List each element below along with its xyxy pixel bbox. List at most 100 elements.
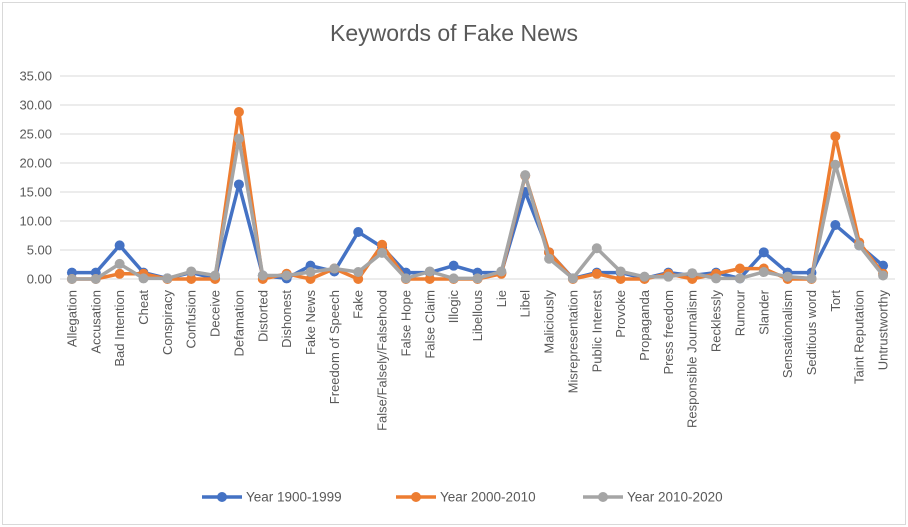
y-axis-ticks: 0.00 5.00 10.00 15.00 20.00 25.00 30.00 35.00 bbox=[19, 69, 52, 287]
data-point bbox=[687, 268, 698, 279]
data-point bbox=[520, 170, 531, 181]
data-point bbox=[114, 240, 125, 251]
x-tick-label: Libel bbox=[518, 290, 533, 318]
data-point bbox=[782, 271, 793, 282]
data-point bbox=[544, 253, 555, 264]
legend: Year 1900-1999 Year 2000-2010 Year 2010-20… bbox=[202, 490, 723, 505]
data-point bbox=[377, 239, 388, 250]
data-point bbox=[281, 270, 292, 281]
legend-label: Year 2000-2010 bbox=[440, 490, 536, 505]
data-point bbox=[329, 263, 340, 274]
x-tick-label: Tort bbox=[828, 290, 843, 312]
series-group bbox=[66, 106, 889, 284]
x-tick-label: Deceive bbox=[208, 290, 223, 337]
data-point bbox=[233, 106, 244, 117]
x-tick-label: Defamation bbox=[231, 290, 246, 356]
data-point bbox=[66, 274, 77, 284]
x-tick-label: Fake News bbox=[303, 290, 318, 356]
legend-marker bbox=[217, 492, 227, 502]
data-point bbox=[734, 273, 745, 284]
data-point bbox=[830, 131, 841, 142]
x-tick-label: Accusation bbox=[88, 290, 103, 354]
data-point bbox=[711, 273, 722, 284]
data-point bbox=[448, 273, 459, 284]
legend-marker bbox=[411, 492, 421, 502]
data-point bbox=[830, 220, 841, 231]
x-tick-label: Distorted bbox=[255, 290, 270, 342]
data-point bbox=[734, 263, 745, 274]
y-tick-label: 0.00 bbox=[27, 272, 52, 287]
legend-marker bbox=[598, 492, 608, 502]
x-tick-label: Seditious word bbox=[804, 290, 819, 375]
x-tick-label: Press freedom bbox=[661, 290, 676, 375]
data-point bbox=[591, 243, 602, 254]
data-point bbox=[615, 266, 626, 277]
x-tick-label: Public Interest bbox=[589, 290, 604, 373]
x-tick-label: Recklessly bbox=[709, 290, 724, 353]
data-point bbox=[806, 273, 817, 284]
data-point bbox=[114, 268, 125, 279]
legend-item: Year 2000-2010 bbox=[396, 490, 536, 505]
y-tick-label: 15.00 bbox=[19, 185, 52, 200]
data-point bbox=[377, 247, 388, 258]
data-point bbox=[448, 260, 459, 271]
data-point bbox=[186, 266, 197, 277]
data-point bbox=[210, 270, 221, 281]
data-point bbox=[424, 274, 435, 284]
x-tick-label: False/Falsely/Falsehood bbox=[375, 290, 390, 431]
data-point bbox=[424, 266, 435, 277]
y-tick-label: 35.00 bbox=[19, 69, 52, 84]
series-3 bbox=[66, 133, 889, 284]
x-tick-label: Responsible Journalism bbox=[685, 290, 700, 428]
data-point bbox=[639, 271, 650, 282]
data-point bbox=[305, 267, 316, 278]
data-point bbox=[186, 274, 197, 284]
data-point bbox=[878, 270, 889, 281]
data-point bbox=[400, 273, 411, 284]
x-tick-label: Libellous bbox=[470, 290, 485, 342]
data-point bbox=[854, 240, 865, 251]
data-point bbox=[567, 273, 578, 284]
data-point bbox=[591, 268, 602, 279]
data-point bbox=[162, 273, 173, 284]
gridlines bbox=[60, 75, 895, 280]
data-point bbox=[758, 247, 769, 258]
data-point bbox=[830, 159, 841, 170]
y-tick-label: 30.00 bbox=[19, 98, 52, 113]
x-tick-label: Confusion bbox=[184, 290, 199, 349]
data-point bbox=[114, 258, 125, 269]
y-tick-label: 10.00 bbox=[19, 214, 52, 229]
x-tick-label: Slander bbox=[756, 289, 771, 334]
x-tick-label: Maliciously bbox=[542, 290, 557, 354]
chart-title: Keywords of Fake News bbox=[330, 20, 578, 46]
x-tick-label: Freedom of Speech bbox=[327, 290, 342, 404]
data-point bbox=[615, 274, 626, 284]
data-point bbox=[233, 179, 244, 190]
data-point bbox=[305, 274, 316, 284]
data-point bbox=[257, 270, 268, 281]
x-tick-label: False Claim bbox=[422, 290, 437, 359]
x-tick-label: Allegation bbox=[64, 290, 79, 347]
x-tick-label: Lie bbox=[494, 290, 509, 307]
data-point bbox=[758, 267, 769, 278]
x-axis-ticks: Allegation Accusation Bad Intention Cheat Co… bbox=[64, 289, 890, 431]
legend-label: Year 2010-2020 bbox=[627, 490, 723, 505]
legend-item: Year 2010-2020 bbox=[583, 490, 723, 505]
x-tick-label: Misrepresentation bbox=[565, 290, 580, 393]
x-tick-label: Taint Reputation bbox=[852, 290, 867, 384]
x-tick-label: Provoke bbox=[613, 290, 628, 338]
x-tick-label: Cheat bbox=[136, 290, 151, 325]
data-point bbox=[663, 271, 674, 282]
data-point bbox=[233, 133, 244, 144]
x-tick-label: Conspiracy bbox=[160, 290, 175, 356]
x-tick-label: Illogic bbox=[446, 290, 461, 324]
x-tick-label: Fake bbox=[351, 290, 366, 319]
x-tick-label: Sensationalism bbox=[780, 290, 795, 378]
data-point bbox=[90, 274, 101, 284]
x-tick-label: Dishonest bbox=[279, 290, 294, 348]
data-point bbox=[496, 266, 507, 277]
y-tick-label: 25.00 bbox=[19, 127, 52, 142]
data-point bbox=[353, 267, 364, 278]
legend-label: Year 1900-1999 bbox=[246, 490, 342, 505]
x-tick-label: Bad Intention bbox=[112, 290, 127, 367]
